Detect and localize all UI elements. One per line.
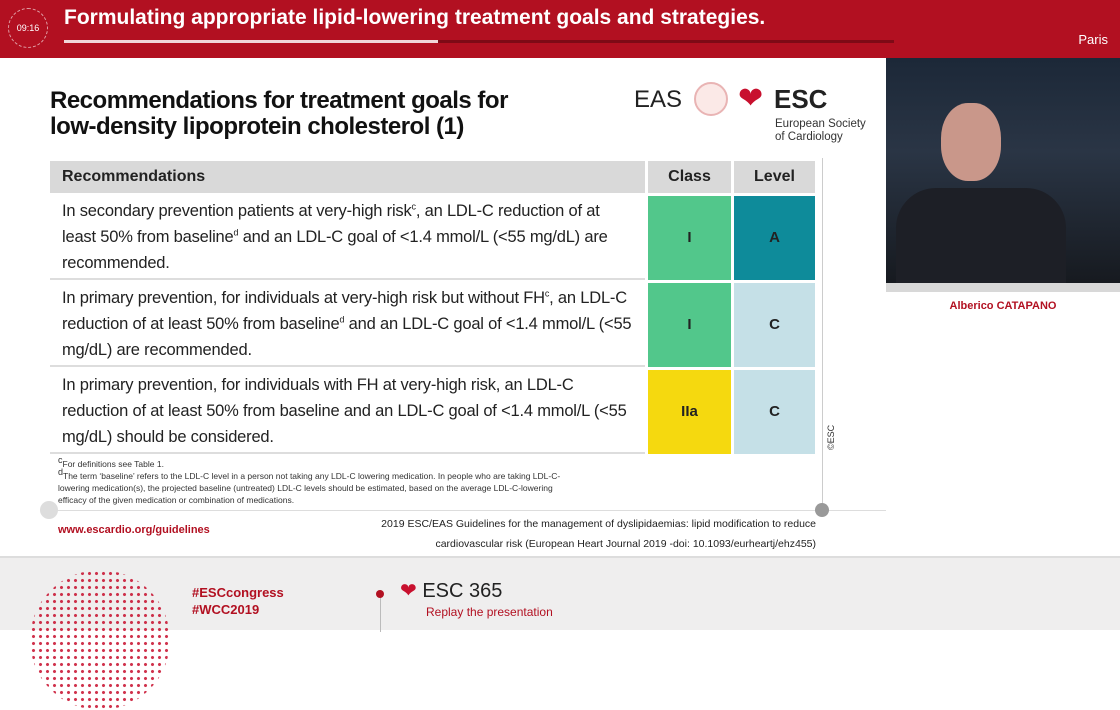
- title-line: Recommendations for treatment goals for: [50, 87, 508, 114]
- podium: [886, 283, 1120, 292]
- level-cell: A: [734, 196, 815, 280]
- esc-sub-line: European Society: [775, 118, 866, 130]
- esc-sub-line: of Cardiology: [775, 131, 843, 143]
- city-label: Paris: [1078, 32, 1108, 47]
- recommendation-text: In primary prevention, for individuals a…: [50, 283, 645, 367]
- class-cell: I: [648, 283, 731, 367]
- table-row: In secondary prevention patients at very…: [50, 196, 815, 280]
- recommendation-text: In secondary prevention patients at very…: [50, 196, 645, 280]
- speaker-body: [896, 188, 1066, 292]
- class-cell: IIa: [648, 370, 731, 454]
- recommendations-table: Recommendations Class Level In secondary…: [47, 158, 818, 457]
- hashtag: #WCC2019: [192, 602, 260, 617]
- footer: #ESCcongress #WCC2019 ❤ ESC 365 Replay th…: [0, 556, 1120, 710]
- footnote-d: dThe term ‘baseline’ refers to the LDL-C…: [58, 467, 561, 505]
- timeline-dot: [376, 590, 384, 598]
- eas-seal-icon: [694, 82, 728, 116]
- dotted-globe-icon: [30, 570, 170, 710]
- slide: Recommendations for treatment goals for l…: [0, 58, 886, 556]
- progress-bar[interactable]: [64, 40, 894, 43]
- reference-line: 2019 ESC/EAS Guidelines for the manageme…: [381, 518, 816, 530]
- recommendation-text: In primary prevention, for individuals w…: [50, 370, 645, 454]
- replay-label[interactable]: Replay the presentation: [426, 605, 553, 619]
- header-bar: 09:16 Formulating appropriate lipid-lowe…: [0, 0, 1120, 58]
- level-cell: C: [734, 370, 815, 454]
- speaker-name: Alberico CATAPANO: [949, 300, 1057, 312]
- speaker-video: [886, 58, 1120, 292]
- hashtag: #ESCcongress: [192, 585, 284, 600]
- header-recommendations: Recommendations: [50, 161, 645, 193]
- footnotes: cFor definitions see Table 1. dThe term …: [58, 455, 578, 506]
- slide-dot: [40, 501, 58, 519]
- timeline-line: [380, 598, 381, 632]
- table-row: In primary prevention, for individuals w…: [50, 370, 815, 454]
- divider: [822, 158, 823, 508]
- esc-heart-icon: ❤: [738, 82, 764, 115]
- guidelines-link[interactable]: www.escardio.org/guidelines: [58, 524, 210, 536]
- heart-icon: ❤: [400, 580, 417, 602]
- reference-line: cardiovascular risk (European Heart Jour…: [435, 538, 816, 550]
- timer: 09:16: [8, 8, 48, 48]
- hashtags: #ESCcongress #WCC2019: [192, 584, 284, 618]
- slide-dot: [815, 503, 829, 517]
- copyright: ©ESC: [826, 424, 836, 450]
- esc365-label: ESC 365: [422, 580, 503, 602]
- logos: EAS ❤ ESC European Society of Cardiology: [634, 82, 874, 152]
- class-cell: I: [648, 196, 731, 280]
- eas-logo: EAS: [634, 86, 683, 113]
- header-level: Level: [734, 161, 815, 193]
- divider: [48, 510, 886, 511]
- slide-title: Recommendations for treatment goals for l…: [50, 88, 508, 140]
- esc-logo: ESC: [774, 84, 828, 114]
- title-line: low-density lipoprotein cholesterol (1): [50, 113, 464, 140]
- presentation-title: Formulating appropriate lipid-lowering t…: [64, 6, 766, 29]
- reference: 2019 ESC/EAS Guidelines for the manageme…: [381, 514, 816, 554]
- speaker-head: [941, 103, 1001, 181]
- progress-fill: [64, 40, 438, 43]
- esc-subtitle: European Society of Cardiology: [775, 118, 866, 144]
- esc365-link[interactable]: ❤ ESC 365: [400, 580, 502, 602]
- level-cell: C: [734, 283, 815, 367]
- table-row: In primary prevention, for individuals a…: [50, 283, 815, 367]
- footnote-c: cFor definitions see Table 1.: [58, 455, 164, 469]
- header-class: Class: [648, 161, 731, 193]
